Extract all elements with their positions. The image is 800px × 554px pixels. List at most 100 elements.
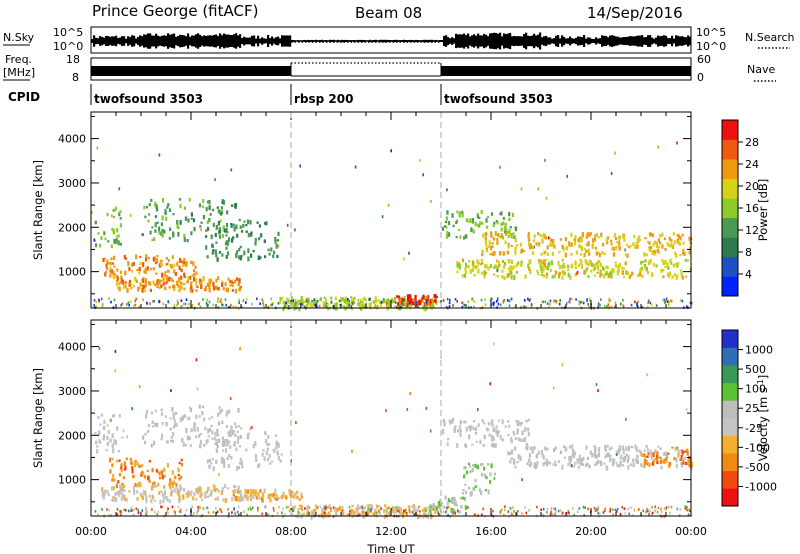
cb1-swatch-1 [722,256,738,277]
xtick-6: 00:00 [675,525,707,538]
p2-feature-4 [206,426,283,472]
cb2-tick-6: -500 [745,461,770,474]
p1-ytick-3: 4000 [58,133,86,146]
xtick-3: 12:00 [375,525,407,538]
freq-bar-1 [91,66,291,76]
p2-feature-3 [142,404,243,449]
cb2-swatch-6 [722,382,738,401]
p1-ytick-1: 2000 [58,221,86,234]
nsky-tick-high: 10^5 [53,26,83,39]
velocity-colorbar: 1000 500 100 25 -25 -100 -500 -1000 [721,329,777,507]
cpid-segment-1: rbsp 200 [294,92,353,106]
cb2-swatch-3 [722,435,738,454]
cb2-swatch-4 [722,418,738,436]
cb1-tick-3: 16 [745,202,759,215]
p1-feature-2 [116,276,243,294]
cb1-swatch-0 [722,276,738,297]
cb2-tick-5: -100 [745,441,770,454]
cb2-tick-3: 25 [745,402,759,415]
cb1-tick-5: 8 [745,246,752,259]
power-colorbar-label: Power [dB] [756,179,770,242]
xtick-1: 04:00 [175,525,207,538]
cb2-swatch-5 [722,400,738,419]
power-ylabel: Slant Range [km] [31,160,45,260]
xtick-0: 00:00 [75,525,107,538]
cb2-swatch-1 [722,470,738,489]
nave-label: Nave [747,63,775,76]
p1-feature-7 [441,209,518,240]
p1-feature-8 [456,258,692,281]
p1-feature-0 [93,206,122,249]
cb1-swatch-6 [722,159,738,179]
cb2-swatch-0 [722,488,738,507]
p2-feature-2 [101,484,243,505]
x-axis-label: Time UT [366,542,415,554]
cb1-tick-1: 24 [745,158,759,171]
p1-feature-1 [102,254,198,280]
cb2-swatch-7 [722,365,738,384]
cb1-swatch-2 [722,237,738,258]
freq-panel: Freq. [MHz] 18 8 60 0 Nave [3,53,776,84]
freq-bar-2 [441,66,691,76]
cb2-tick-4: -25 [745,422,763,435]
cb1-swatch-3 [722,217,738,238]
p1-ytick-2: 3000 [58,177,86,190]
power-panel: 1000 2000 3000 4000 Slant Range [km] [31,111,693,312]
xtick-2: 08:00 [275,525,307,538]
cpid-segment-2: twofsound 3503 [444,92,553,106]
cb1-tick-2: 20 [745,180,759,193]
p2-feature-10 [507,444,693,471]
velocity-colorbar-label: Velocity [m s-1] [756,375,771,462]
cpid-label: CPID [8,90,40,104]
cb1-swatch-5 [722,178,738,199]
cb1-swatch-4 [722,198,738,219]
p2-ytick-0: 1000 [58,474,86,487]
p2-feature-8 [442,417,531,449]
cb2-tick-0: 1000 [745,344,773,357]
nave-tick-low: 0 [697,71,704,84]
date-label: 14/Sep/2016 [587,4,683,22]
xtick-5: 20:00 [575,525,607,538]
p2-feature-0 [94,413,124,454]
xtick-4: 16:00 [475,525,507,538]
beam-label: Beam 08 [355,4,422,22]
freq-tick-low: 8 [72,71,79,84]
p2-ytick-2: 3000 [58,385,86,398]
nsky-panel: N.Sky 10^5 10^0 10^5 10^0 N.Search [3,26,795,54]
cb1-swatch-7 [722,139,738,160]
nsky-label: N.Sky [3,31,35,44]
p1-feature-9 [481,232,693,258]
p2-ytick-1: 2000 [58,429,86,442]
cpid-segment-0: twofsound 3503 [94,92,203,106]
freq-label: Freq. [5,53,32,66]
cb2-swatch-8 [722,347,738,366]
cb1-swatch-8 [722,120,738,140]
freq-unit: [MHz] [3,66,35,79]
radar-title: Prince George (fitACF) [92,2,258,20]
p1-ytick-0: 1000 [58,266,86,279]
cpid-row: CPID twofsound 3503 rbsp 200 twofsound 350… [8,84,553,106]
cb1-tick-6: 4 [745,268,752,281]
nave-tick-high: 60 [697,53,711,66]
cb2-tick-7: -1000 [745,480,777,493]
p1-feature-4 [205,218,280,262]
cb2-swatch-9 [722,330,738,348]
p2-feature-5 [232,488,304,503]
cb1-tick-0: 28 [745,136,759,149]
velocity-panel: 1000 2000 3000 4000 Slant Range [km] [31,319,694,520]
p2-feature-9 [461,462,496,497]
velocity-ylabel: Slant Range [km] [31,368,45,468]
cb2-tick-2: 100 [745,383,766,396]
p2-feature-11 [641,446,694,469]
nsearch-tick-high: 10^5 [696,26,726,39]
freq-tick-high: 18 [66,53,80,66]
cb1-tick-4: 12 [745,224,759,237]
nsearch-tick-low: 10^0 [696,40,726,53]
power-colorbar: 28 24 20 16 12 8 4 [721,119,759,297]
cb2-swatch-2 [722,453,738,472]
cb2-tick-1: 500 [745,363,766,376]
nsearch-label: N.Search [745,31,795,44]
p2-ytick-3: 4000 [58,341,86,354]
nsky-tick-low: 10^0 [53,40,83,53]
